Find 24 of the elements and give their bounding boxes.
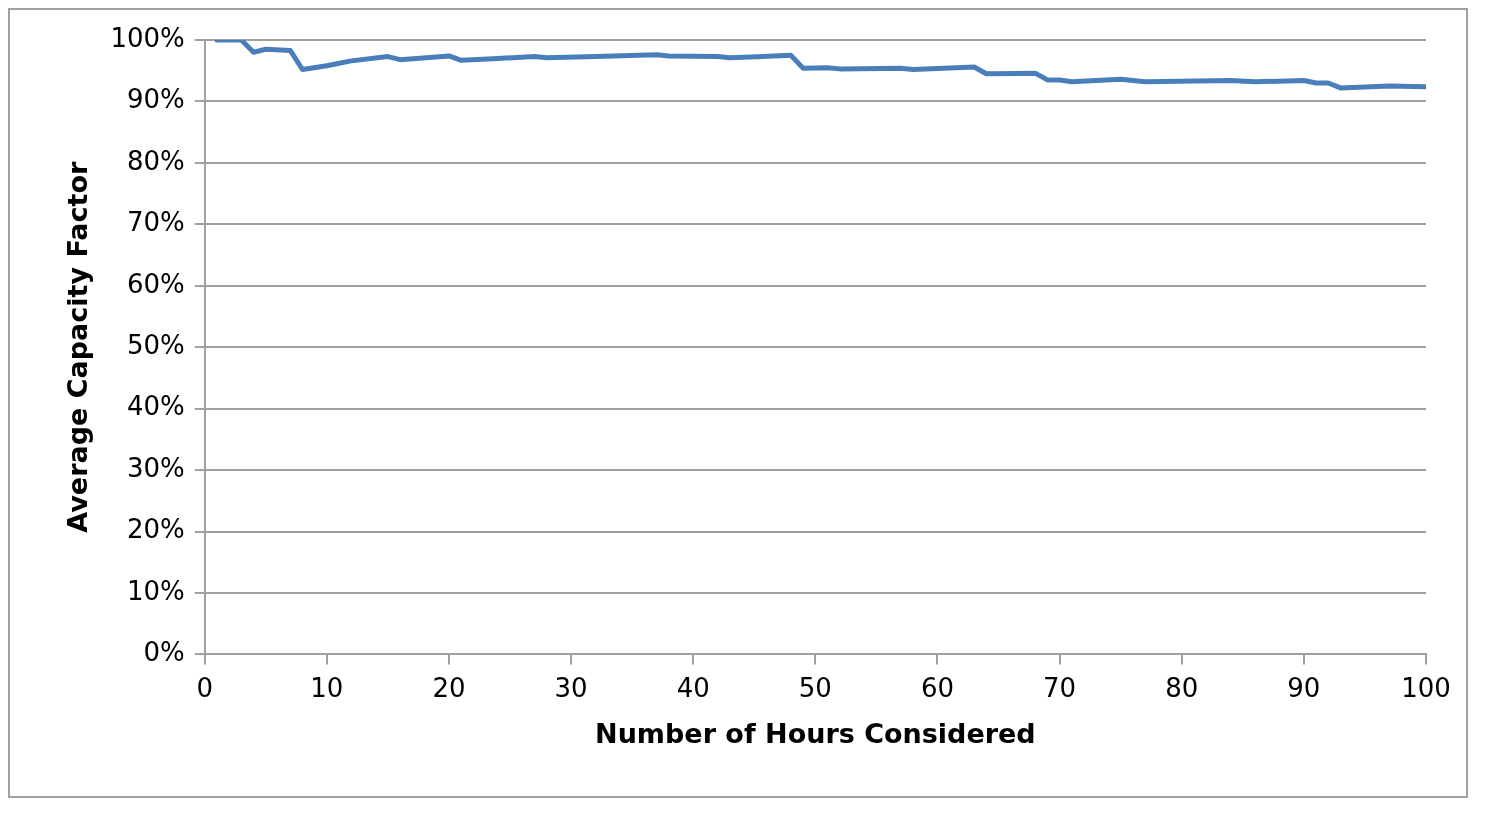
x-tick-label: 20 [432,672,466,703]
y-tick-label: 0% [143,637,185,668]
y-axis-title: Average Capacity Factor [62,161,94,533]
y-tick-label: 90% [126,84,185,115]
x-tick-label: 40 [676,672,710,703]
y-tick-label: 40% [126,391,185,422]
x-tick-label: 50 [798,672,832,703]
x-axis-title: Number of Hours Considered [595,717,1036,749]
x-tick-label: 100 [1401,672,1451,703]
x-tick-label: 30 [554,672,588,703]
x-tick-label: 70 [1043,672,1077,703]
x-tick-label: 0 [196,672,213,703]
x-tick-label: 80 [1165,672,1199,703]
y-tick-label: 50% [126,329,185,360]
y-tick-label: 80% [126,145,185,176]
y-tick-label: 20% [126,514,185,545]
y-tick-label: 30% [126,452,185,483]
y-tick-label: 70% [126,207,185,238]
y-tick-label: 100% [110,22,185,53]
x-tick-label: 60 [920,672,955,703]
y-tick-label: 10% [126,575,185,606]
y-tick-label: 60% [126,268,185,299]
x-tick-label: 10 [310,672,344,703]
x-tick-label: 90 [1287,672,1321,703]
